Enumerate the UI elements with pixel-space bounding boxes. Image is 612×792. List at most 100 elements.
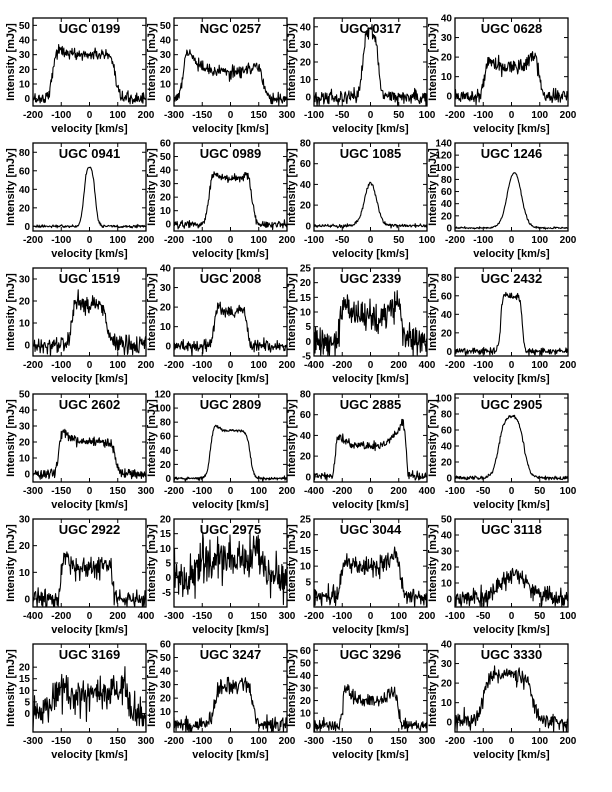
x-tick-label: 100	[419, 110, 436, 121]
y-tick-label: 30	[160, 283, 172, 294]
spectrum-panel: -200 -100 0 100 200 0 20 40 60 80 UGC 0941 velocity…	[5, 142, 155, 260]
y-tick-label: 50	[441, 515, 453, 526]
spectrum-panel: -100 -50 0 50 100 0 20 40 60 80 100 UGC 2905 velocit…	[427, 393, 577, 511]
y-tick-label: 10	[160, 322, 172, 333]
x-tick-label: 200	[560, 360, 577, 371]
x-tick-label: 100	[250, 736, 267, 747]
y-tick-label: 40	[441, 14, 453, 25]
x-tick-label: -400	[304, 486, 324, 497]
x-tick-label: 50	[534, 486, 546, 497]
x-tick-label: 100	[560, 486, 577, 497]
panel-title: UGC 3247	[200, 647, 261, 662]
y-tick-label: 10	[441, 579, 453, 590]
spectrum-panel: -200 -100 0 100 200 0 10 20 30 40 50 UGC 0199 veloci…	[5, 17, 155, 135]
y-tick-label: 30	[300, 40, 312, 51]
panel-frame	[32, 518, 147, 608]
x-axis-label: velocity [km/s]	[473, 123, 550, 135]
y-tick-label: 40	[300, 180, 312, 191]
y-tick-label: 20	[160, 65, 172, 76]
x-axis-label: velocity [km/s]	[332, 373, 409, 385]
y-axis-label: Intensity [mJy]	[286, 23, 298, 101]
x-tick-label: -100	[445, 486, 465, 497]
y-tick-label: 10	[19, 319, 31, 330]
y-tick-label: 60	[300, 159, 312, 170]
y-tick-label: 40	[300, 431, 312, 442]
x-tick-label: 100	[250, 486, 267, 497]
spectrum-line	[173, 676, 288, 733]
x-tick-label: -200	[304, 611, 324, 622]
y-tick-label: 40	[160, 446, 172, 457]
panel-title: UGC 2922	[59, 522, 120, 537]
y-tick-label: 80	[300, 390, 312, 401]
y-tick-label: 100	[154, 404, 171, 415]
y-tick-label: 60	[19, 166, 31, 177]
panel-frame	[173, 17, 288, 107]
spectrum-line	[173, 171, 288, 231]
y-axis-label: Intensity [mJy]	[427, 273, 439, 351]
spectrum-line	[454, 291, 569, 357]
y-tick-label: 50	[19, 390, 31, 401]
spectrum-line	[173, 424, 288, 483]
x-tick-label: 200	[138, 235, 155, 246]
x-tick-label: 100	[109, 360, 126, 371]
y-tick-label: 40	[160, 36, 172, 47]
panel-title: UGC 2432	[481, 271, 542, 286]
x-tick-label: 100	[560, 611, 577, 622]
y-tick-label: 60	[160, 432, 172, 443]
x-axis-label: velocity [km/s]	[332, 749, 409, 761]
y-tick-label: 20	[441, 328, 453, 339]
y-tick-label: 0	[24, 709, 30, 720]
x-tick-label: -400	[304, 360, 324, 371]
x-axis-label: velocity [km/s]	[192, 373, 269, 385]
panel-title: UGC 1246	[481, 146, 542, 161]
x-tick-label: 200	[560, 736, 577, 747]
spectrum-panel: -200 -100 0 100 200 0 5 10 15 20 25 UGC 3044 velocit…	[286, 515, 436, 637]
x-tick-label: 0	[509, 235, 515, 246]
y-tick-label: 80	[441, 410, 453, 421]
x-tick-label: -200	[23, 360, 43, 371]
x-tick-label: -200	[164, 360, 184, 371]
y-tick-label: 20	[160, 515, 172, 526]
y-tick-label: 20	[441, 563, 453, 574]
x-tick-label: 0	[228, 611, 234, 622]
x-tick-label: -200	[23, 235, 43, 246]
spectrum-line	[454, 665, 569, 733]
spectrum-panel: -400 -200 0 200 400 0 20 40 60 80 UGC 2885 velocity…	[286, 390, 436, 512]
y-tick-label: 0	[24, 222, 30, 233]
x-tick-label: 200	[109, 611, 126, 622]
x-tick-label: 400	[419, 486, 436, 497]
y-tick-label: 10	[300, 562, 312, 573]
x-tick-label: -50	[335, 110, 350, 121]
x-tick-label: 150	[250, 611, 267, 622]
spectrum-line	[32, 666, 147, 730]
panel-title: UGC 2885	[340, 397, 401, 412]
y-axis-label: Intensity [mJy]	[5, 399, 17, 477]
y-tick-label: 0	[446, 595, 452, 606]
y-tick-label: 10	[160, 544, 172, 555]
spectrum-panel: -300 -150 0 150 300 0 10 20 30 40 50 NGC 0257 veloci…	[146, 17, 296, 135]
x-axis-label: velocity [km/s]	[51, 499, 128, 511]
y-axis-label: Intensity [mJy]	[427, 399, 439, 477]
y-axis-label: Intensity [mJy]	[5, 23, 17, 101]
y-tick-label: 60	[160, 640, 172, 651]
x-tick-label: 200	[390, 360, 407, 371]
y-tick-label: 20	[19, 203, 31, 214]
y-tick-label: 120	[435, 151, 452, 162]
x-tick-label: 0	[87, 736, 93, 747]
panel-frame	[313, 267, 428, 357]
spectrum-panel: -400 -200 0 200 400 0 10 20 30 UGC 2922 velocity […	[5, 515, 155, 637]
y-tick-label: 30	[19, 275, 31, 286]
x-tick-label: -100	[192, 486, 212, 497]
x-tick-label: -300	[23, 736, 43, 747]
y-tick-label: 10	[300, 75, 312, 86]
y-axis-label: Intensity [mJy]	[146, 524, 158, 602]
panel-frame	[32, 17, 147, 107]
spectrum-panel: -100 -50 0 50 100 0 10 20 30 40 50 UGC 3118 velocity…	[427, 515, 577, 637]
x-tick-label: -100	[304, 110, 324, 121]
x-axis-label: velocity [km/s]	[473, 499, 550, 511]
y-tick-label: 0	[305, 337, 311, 348]
panel-frame	[313, 393, 428, 483]
x-tick-label: 300	[419, 736, 436, 747]
x-tick-label: 0	[509, 486, 515, 497]
spectrum-line	[32, 428, 147, 480]
